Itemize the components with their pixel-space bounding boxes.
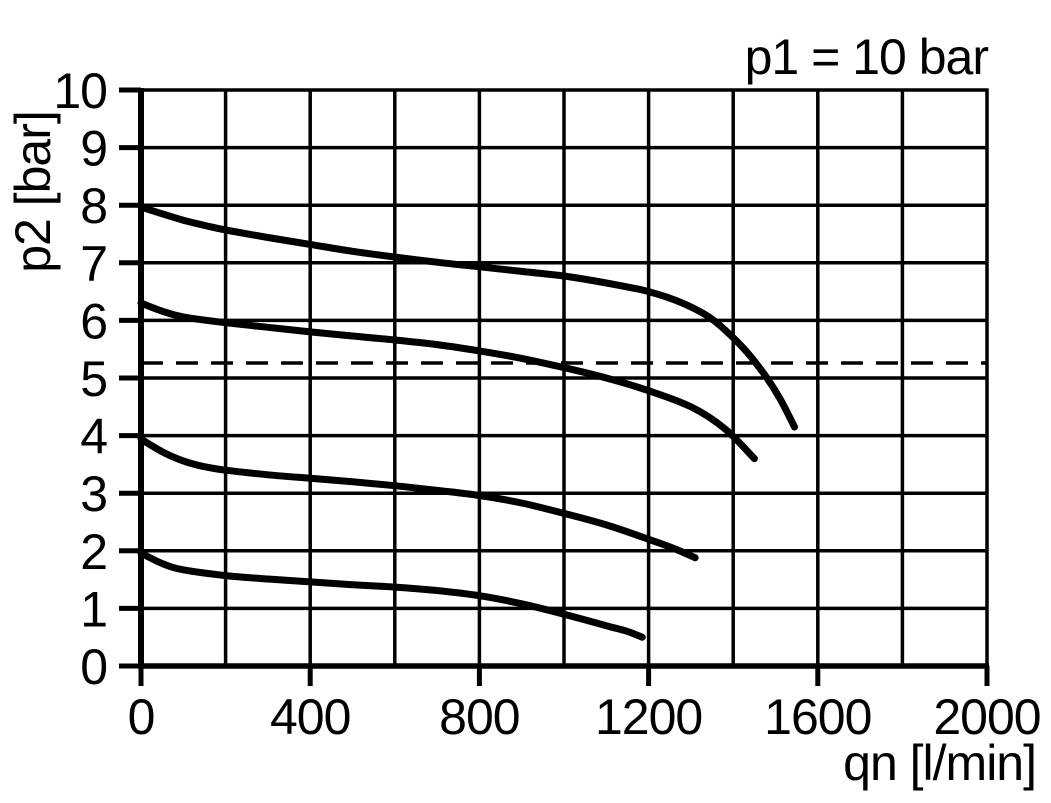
y-axis-label: p2 [bar] (5, 111, 61, 273)
y-tick-label: 10 (53, 63, 107, 119)
y-tick-label: 6 (80, 293, 107, 349)
curve-2 (137, 299, 758, 463)
x-tick-label: 800 (439, 689, 519, 745)
y-tick-label: 3 (80, 466, 107, 522)
x-axis-label: qn [l/min] (843, 735, 1036, 791)
y-tick-label: 1 (80, 581, 107, 637)
x-tick-label: 0 (128, 689, 155, 745)
x-tick-label: 2000 (933, 689, 1040, 745)
x-tick-label: 400 (270, 689, 350, 745)
y-tick-label: 2 (80, 524, 107, 580)
y-tick-label: 7 (80, 236, 107, 292)
y-tick-label: 9 (80, 121, 107, 177)
y-tick-label: 8 (80, 178, 107, 234)
curve-4-bottom (137, 549, 646, 641)
y-tick-label: 5 (80, 351, 107, 407)
x-tick-label: 1200 (595, 689, 702, 745)
x-tick-label: 1600 (764, 689, 871, 745)
y-tick-label: 4 (80, 409, 107, 465)
curve-3 (137, 435, 699, 562)
y-tick-label: 0 (80, 639, 107, 695)
chart-title: p1 = 10 bar (745, 29, 989, 85)
curve-1-top (137, 203, 798, 431)
